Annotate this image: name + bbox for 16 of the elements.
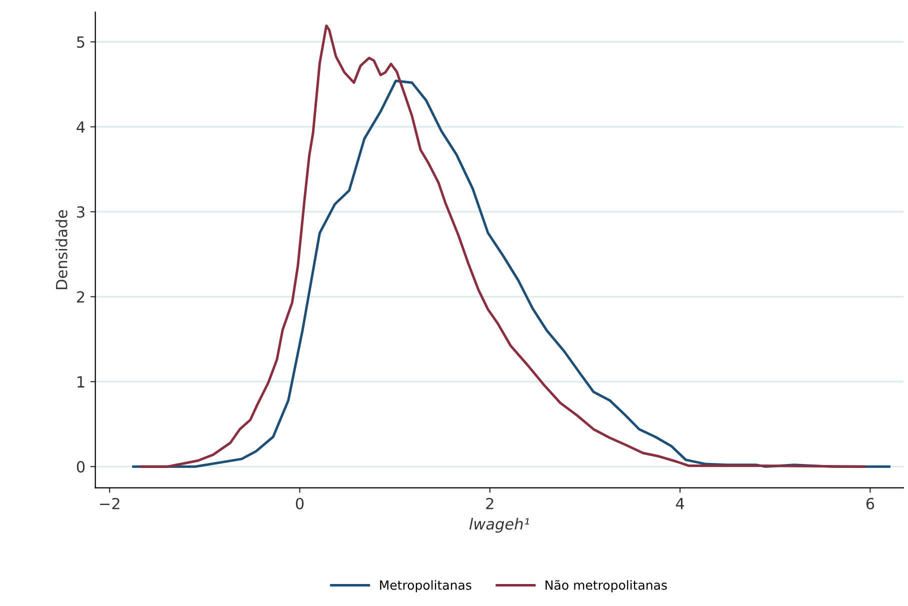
y-tick-label: 4 xyxy=(76,121,85,133)
x-tick-label: 2 xyxy=(486,498,494,510)
x-tick-label: 0 xyxy=(296,498,304,510)
line-series xyxy=(140,24,866,468)
x-axis-title: lwageh¹ xyxy=(469,518,530,533)
x-tick-label: 6 xyxy=(866,498,874,510)
y-tick-label: 2 xyxy=(77,291,84,302)
x-tick-label: −2 xyxy=(100,498,120,510)
y-tick-label: 1 xyxy=(78,376,84,388)
y-tick-label: 5 xyxy=(77,36,84,48)
x-tick-label: 4 xyxy=(676,498,684,510)
y-axis-title: Densidade xyxy=(56,210,68,290)
legend-label: Metropolitanas xyxy=(380,580,472,592)
legend-label: Não metropolitanas xyxy=(546,580,667,592)
y-tick-label: 3 xyxy=(77,206,84,218)
y-tick-label: 0 xyxy=(76,461,85,473)
